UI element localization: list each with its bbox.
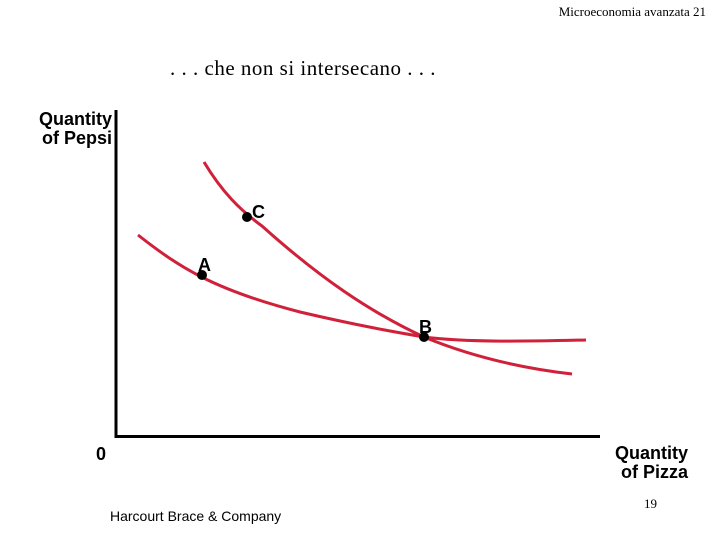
point-b-label: B bbox=[419, 317, 432, 337]
point-c-marker bbox=[242, 212, 252, 222]
y-axis-label: Quantity of Pepsi bbox=[18, 110, 112, 148]
indifference-curve-cb bbox=[202, 161, 573, 376]
point-b-marker bbox=[419, 332, 429, 342]
publisher-credit: Harcourt Brace & Company bbox=[110, 508, 282, 524]
y-axis-label-line2: of Pepsi bbox=[41, 128, 112, 148]
indifference-curve-ab bbox=[137, 233, 587, 343]
y-axis-label-line1: Quantity bbox=[38, 109, 112, 129]
point-a-label: A bbox=[198, 255, 211, 275]
x-axis-label: Quantity of Pizza bbox=[560, 444, 688, 482]
slide-title: . . . che non si intersecano . . . bbox=[170, 56, 437, 80]
slide-header: Microeconomia avanzata 21 bbox=[558, 4, 706, 19]
point-c-label: C bbox=[252, 202, 265, 222]
origin-label: 0 bbox=[96, 444, 107, 464]
point-a-marker bbox=[197, 270, 207, 280]
page-number: 19 bbox=[644, 496, 657, 511]
x-axis-label-line2: of Pizza bbox=[620, 462, 688, 482]
x-axis-label-line1: Quantity bbox=[614, 443, 688, 463]
